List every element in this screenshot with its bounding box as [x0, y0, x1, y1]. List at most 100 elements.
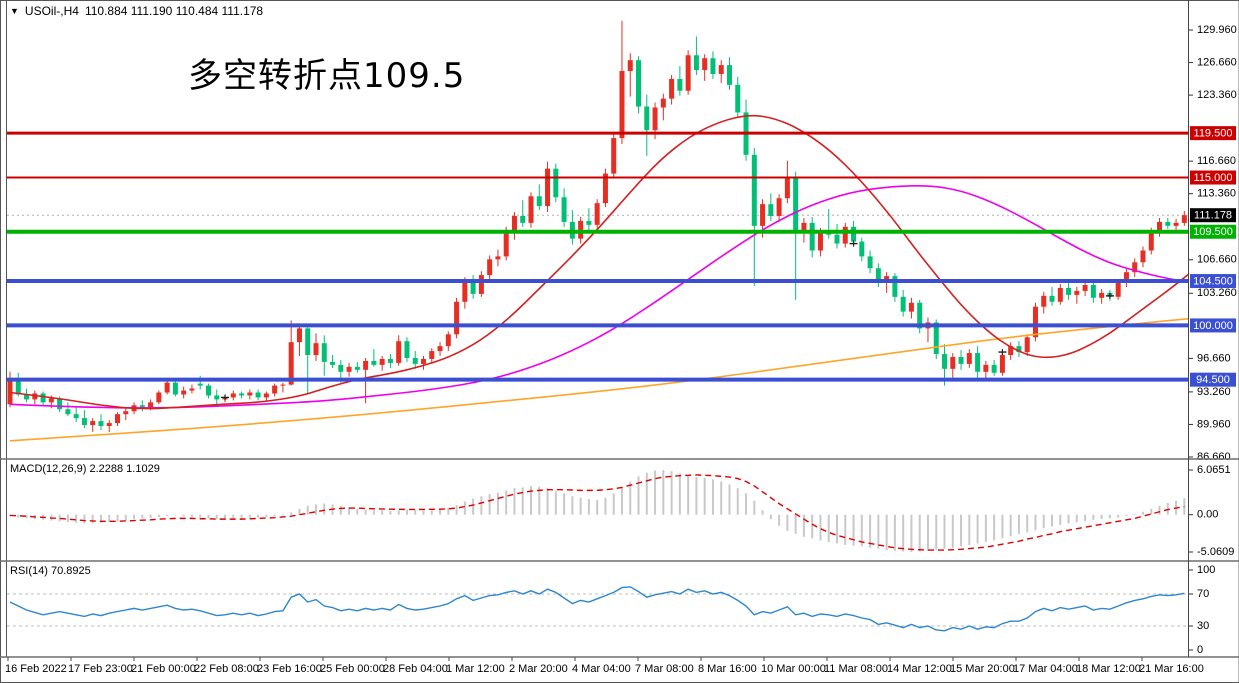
annotation-text: 多空转折点109.5: [188, 56, 466, 96]
candle: [412, 351, 418, 369]
candle: [718, 60, 724, 83]
candle: [702, 54, 708, 81]
macd-axis-label: -5.0609: [1197, 546, 1234, 558]
rsi-line: [9, 586, 1185, 632]
candle-body: [1074, 290, 1080, 295]
candle: [636, 56, 642, 114]
candle-body: [148, 402, 154, 409]
time-axis[interactable]: 16 Feb 2022 17 Feb 23:00 21 Feb 00:00 22 Fe…: [0, 659, 1239, 683]
candle-body: [942, 354, 948, 369]
candle: [15, 372, 21, 397]
current-price-tag-label: 111.178: [1194, 210, 1232, 222]
candle-body: [379, 358, 385, 365]
macd-values: 2.2288 1.1029: [89, 463, 160, 475]
candle-body: [908, 302, 914, 312]
candle: [660, 93, 666, 121]
candle-body: [611, 138, 617, 174]
candle-body: [445, 334, 451, 347]
candle-body: [768, 204, 774, 216]
price-axis-label: 106.660: [1197, 254, 1237, 266]
candle-body: [387, 358, 393, 363]
time-axis-label: 25 Feb 00:00: [320, 663, 385, 675]
candle-body: [842, 226, 848, 244]
candle: [321, 335, 327, 376]
time-axis-label: 17 Feb 23:00: [68, 663, 133, 675]
candle: [346, 362, 352, 377]
doji-mark: [1105, 292, 1114, 299]
candle-body: [98, 421, 104, 427]
candle: [387, 354, 393, 368]
candle-body: [999, 355, 1005, 373]
time-axis-label: 1 Mar 12:00: [446, 663, 505, 675]
time-axis-label: 8 Mar 16:00: [698, 663, 757, 675]
candle: [189, 384, 195, 394]
candle-body: [363, 360, 369, 370]
candle-body: [685, 55, 691, 91]
candle-body: [1173, 222, 1179, 226]
candle-body: [247, 392, 253, 396]
candle-body: [40, 393, 46, 403]
candle: [90, 418, 96, 432]
candle-body: [602, 173, 608, 204]
rsi-axis-label: 100: [1197, 564, 1215, 576]
candle-body: [1140, 250, 1146, 263]
candle: [735, 76, 741, 118]
candle: [1181, 211, 1187, 226]
time-axis-label: 10 Mar 00:00: [761, 663, 826, 675]
time-axis-label: 23 Feb 16:00: [257, 663, 322, 675]
candle-body: [296, 328, 302, 343]
candle: [958, 350, 964, 370]
candle-body: [875, 268, 881, 284]
candle: [454, 297, 460, 339]
candle-body: [106, 423, 112, 427]
candle-body: [1066, 287, 1072, 295]
candle: [1099, 288, 1105, 304]
candle: [842, 222, 848, 248]
price-tag-label: 100.000: [1193, 320, 1233, 332]
candle-body: [280, 384, 286, 386]
price-axis-label: 129.960: [1197, 24, 1237, 36]
candle-body: [851, 226, 857, 242]
rsi-panel[interactable]: [7, 562, 1188, 656]
candle-body: [288, 342, 294, 385]
candle-body: [545, 168, 551, 207]
candle-body: [1016, 346, 1022, 353]
candle-body: [1057, 287, 1063, 302]
candle-body: [57, 398, 63, 410]
price-axis-label: 86.660: [1197, 451, 1231, 463]
candle: [677, 66, 683, 96]
candle-body: [1123, 272, 1129, 284]
candle-body: [793, 176, 799, 231]
ma-line-mid-ma: [9, 185, 1191, 409]
candle-body: [528, 196, 534, 223]
candle-body: [1132, 262, 1138, 273]
candle-body: [239, 393, 245, 396]
candle: [1115, 280, 1121, 300]
time-axis-label: 4 Mar 04:00: [572, 663, 631, 675]
candle: [983, 360, 989, 380]
symbol-dropdown-icon[interactable]: ▼: [10, 6, 19, 16]
candle-body: [230, 393, 236, 398]
candle-body: [726, 65, 732, 85]
candle: [1057, 284, 1063, 305]
candle: [379, 356, 385, 371]
candle: [487, 255, 493, 282]
rsi-axis-label: 30: [1197, 620, 1209, 632]
candle-body: [966, 353, 972, 364]
candle-body: [321, 343, 327, 362]
candle-body: [975, 353, 981, 372]
current-price-tag: [1190, 208, 1236, 223]
candle: [594, 199, 600, 229]
candle: [239, 391, 245, 399]
candle-body: [693, 55, 699, 71]
candle-body: [404, 341, 410, 358]
symbol-ohlc-values: 110.884 111.190 110.484 111.178: [84, 4, 264, 18]
candle-body: [115, 414, 121, 424]
candle-body: [462, 281, 468, 302]
candle: [73, 406, 79, 423]
doji-mark: [849, 240, 858, 247]
time-axis-label: 28 Feb 04:00: [383, 663, 448, 675]
price-axis-label: 123.360: [1197, 89, 1237, 101]
candle-body: [412, 357, 418, 364]
